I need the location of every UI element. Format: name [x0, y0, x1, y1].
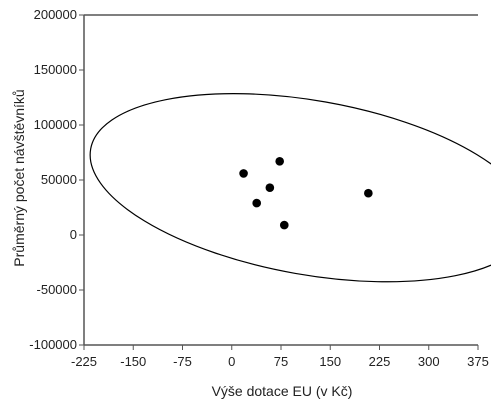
x-tick-label: 375	[467, 354, 489, 369]
axes	[83, 14, 478, 346]
y-tick-label: 50000	[41, 172, 77, 187]
x-axis-title: Výše dotace EU (v Kč)	[212, 383, 353, 399]
y-axis-title: Průměrný počet návštěvníků	[11, 89, 27, 266]
y-tick-label: -50000	[37, 282, 77, 297]
data-point	[364, 188, 373, 198]
data-point	[265, 183, 275, 192]
data-point	[279, 220, 289, 230]
x-tick-label: -225	[71, 354, 97, 369]
x-tick-label: 225	[369, 354, 391, 369]
y-tick-label: 200000	[34, 7, 77, 22]
x-tick-label: -75	[173, 354, 192, 369]
data-point	[275, 157, 284, 166]
x-tick-label: -150	[120, 354, 146, 369]
data-point	[252, 198, 262, 208]
ellipse-layer	[89, 93, 491, 283]
ticks-layer: -100000 -50000 0 50000 100000 150000 200000 -22…	[29, 7, 489, 369]
data-point	[239, 169, 248, 178]
confidence-ellipse	[89, 93, 491, 283]
x-tick-label: 300	[418, 354, 440, 369]
y-tick-label: 0	[70, 227, 77, 242]
points-layer	[239, 157, 373, 230]
y-tick-label: 150000	[34, 62, 77, 77]
y-tick-label: -100000	[29, 337, 77, 352]
x-tick-label: 0	[228, 354, 235, 369]
x-tick-label: 75	[274, 354, 288, 369]
y-tick-label: 100000	[34, 117, 77, 132]
x-tick-label: 150	[319, 354, 341, 369]
